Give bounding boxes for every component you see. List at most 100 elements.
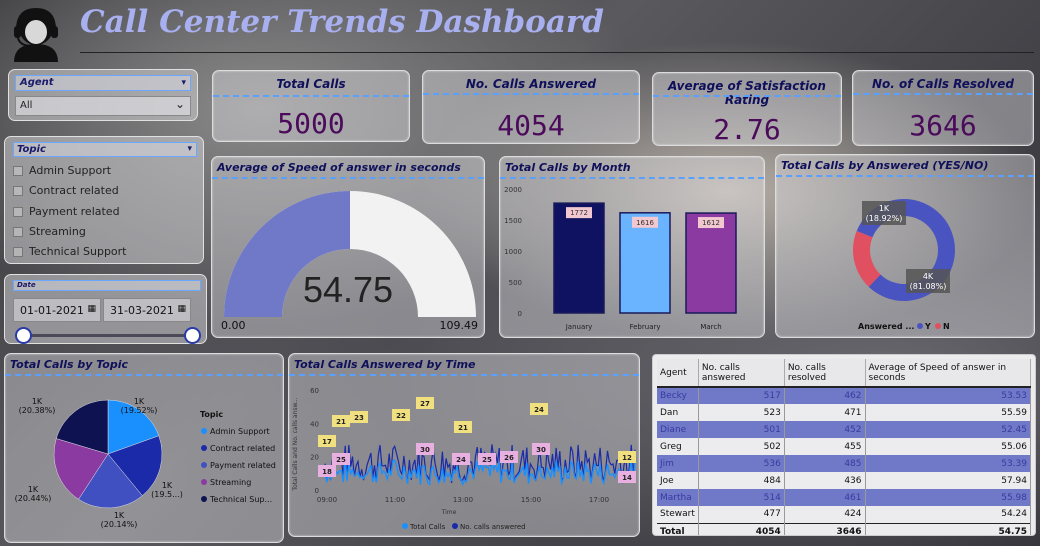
legend-label: Admin Support [210, 427, 270, 436]
topic-option-payment-related[interactable]: Payment related [13, 205, 120, 218]
pie-label-pct: (20.14%) [101, 520, 138, 529]
data-label: 1612 [702, 219, 720, 227]
table-row[interactable]: Martha 514 461 55.98 [657, 489, 1031, 506]
series-line-total [324, 459, 636, 486]
peak-label: 30 [536, 446, 546, 454]
kpi-label: Average of Satisfaction Rating [668, 79, 826, 107]
start-date-input[interactable]: 01-01-2021 ▦ [13, 298, 101, 322]
table-cell: Stewart [657, 506, 699, 523]
table-cell: 55.06 [865, 438, 1031, 455]
y-tick-label: 20 [310, 454, 319, 462]
checkbox[interactable] [13, 246, 23, 257]
peak-label-bg [416, 397, 434, 409]
peak-label-bg [332, 415, 350, 427]
gauge-card: Average of Speed of answer in seconds 54… [211, 156, 485, 338]
topic-option-contract-related[interactable]: Contract related [13, 184, 119, 197]
legend-dot [402, 523, 408, 529]
y-axis-label: Total Calls and No. calls answ... [292, 397, 299, 491]
chevron-down-icon: ⌄ [174, 97, 185, 111]
table-cell: 3646 [784, 522, 866, 535]
legend-dot [201, 479, 207, 485]
table-cell: 485 [784, 455, 866, 472]
kpi-value: 4054 [497, 109, 565, 142]
y-tick-label: 1000 [504, 248, 522, 256]
table-cell: 462 [784, 387, 866, 404]
divider [500, 177, 764, 179]
agent-slicer-header[interactable]: Agent ▾ [15, 75, 191, 91]
table-total-row: Total 4054 3646 54.75 [657, 522, 1031, 535]
column-header[interactable]: Average of Speed of answer in seconds [865, 359, 1031, 388]
calendar-icon[interactable]: ▦ [87, 304, 96, 314]
kpi-satisfaction: Average of Satisfaction Rating 2.76 [652, 72, 842, 146]
donut-chart-card: Total Calls by Answered (YES/NO) 4K (81.0… [775, 154, 1035, 338]
topic-option-label: Payment related [29, 205, 120, 218]
table-cell: 436 [784, 472, 866, 489]
donut-label-pct: (81.08%) [910, 282, 947, 291]
column-header[interactable]: No. calls answered [698, 359, 785, 388]
table-row[interactable]: Jim 536 485 53.39 [657, 455, 1031, 472]
donut-label: 4K [923, 272, 934, 281]
column-header[interactable]: No. calls resolved [784, 359, 866, 388]
topic-slicer-header[interactable]: Topic ▾ [13, 142, 197, 157]
pie-label: 1K [114, 511, 125, 520]
x-axis-label: Time [441, 509, 457, 516]
legend-label: Technical Sup... [209, 495, 272, 504]
topic-option-streaming[interactable]: Streaming [13, 225, 86, 238]
table-cell: 52.45 [865, 421, 1031, 438]
agent-table: Agent No. calls answered No. calls resolve… [657, 359, 1031, 535]
legend-label: Streaming [210, 478, 251, 487]
checkbox[interactable] [13, 226, 23, 237]
legend-title: Topic [200, 410, 223, 419]
kpi-value: 3646 [909, 109, 977, 142]
peak-label: 12 [622, 454, 632, 462]
page-title: Call Center Trends Dashboard [80, 4, 604, 40]
bar [619, 212, 671, 314]
table-row[interactable]: Greg 502 455 55.06 [657, 438, 1031, 455]
table-row[interactable]: Diane 501 452 52.45 [657, 421, 1031, 438]
donut-label-bg [906, 269, 950, 293]
column-header[interactable]: Agent [657, 359, 699, 388]
legend-title: Answered ... [858, 322, 914, 331]
date-range-start-handle[interactable] [15, 327, 32, 344]
date-range-end-handle[interactable] [184, 327, 201, 344]
y-tick-label: 2000 [504, 186, 522, 194]
table-row[interactable]: Becky 517 462 53.53 [657, 387, 1031, 404]
peak-label-bg [454, 421, 472, 433]
legend-label: No. calls answered [460, 523, 526, 531]
agent-slicer: Agent ▾ All ⌄ [8, 69, 198, 121]
table-row[interactable]: Dan 523 471 55.59 [657, 404, 1031, 421]
table-cell: 484 [698, 472, 785, 489]
peak-label-bg [416, 443, 434, 455]
table-row[interactable]: Joe 484 436 57.94 [657, 472, 1031, 489]
divider [289, 374, 639, 376]
calendar-icon[interactable]: ▦ [177, 304, 186, 314]
topic-option-technical-support[interactable]: Technical Support [13, 245, 127, 258]
gauge-fill [224, 191, 350, 317]
data-label-bg [698, 217, 724, 229]
y-tick-label: 1500 [504, 217, 522, 225]
topic-option-admin-support[interactable]: Admin Support [13, 164, 111, 177]
table-cell: 57.94 [865, 472, 1031, 489]
end-date-input[interactable]: 31-03-2021 ▦ [103, 298, 191, 322]
agent-dropdown[interactable]: All ⌄ [15, 96, 191, 116]
table-cell: 53.53 [865, 387, 1031, 404]
checkbox[interactable] [13, 185, 23, 196]
agent-dropdown-value: All [20, 100, 33, 111]
table-cell: 501 [698, 421, 785, 438]
table-cell: Jim [657, 455, 699, 472]
topic-pie-chart: 1K(19.52%)1K(19.5...)1K(20.14%)1K(20.44%… [15, 397, 276, 529]
date-range-track [23, 334, 193, 337]
checkbox[interactable] [13, 165, 23, 176]
topic-option-label: Technical Support [29, 245, 127, 258]
peak-label: 27 [420, 400, 430, 408]
line-chart: 0 20 40 60 Total Calls and No. calls answ...… [292, 387, 636, 531]
peak-label-bg [618, 471, 636, 483]
checkbox[interactable] [13, 206, 23, 217]
x-tick-label: March [700, 323, 721, 331]
kpi-total-calls: Total Calls 5000 [212, 70, 410, 142]
x-tick-label: 17:00 [589, 496, 609, 504]
kpi-label: Total Calls [276, 77, 346, 91]
table-row[interactable]: Stewart 477 424 54.24 [657, 506, 1031, 523]
peak-label: 26 [504, 454, 514, 462]
legend-dot [201, 462, 207, 468]
